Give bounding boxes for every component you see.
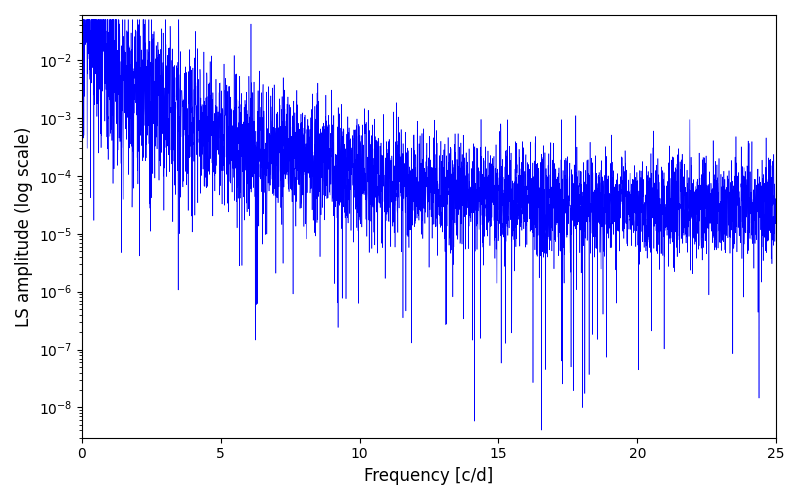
X-axis label: Frequency [c/d]: Frequency [c/d] (364, 467, 494, 485)
Y-axis label: LS amplitude (log scale): LS amplitude (log scale) (15, 126, 33, 326)
